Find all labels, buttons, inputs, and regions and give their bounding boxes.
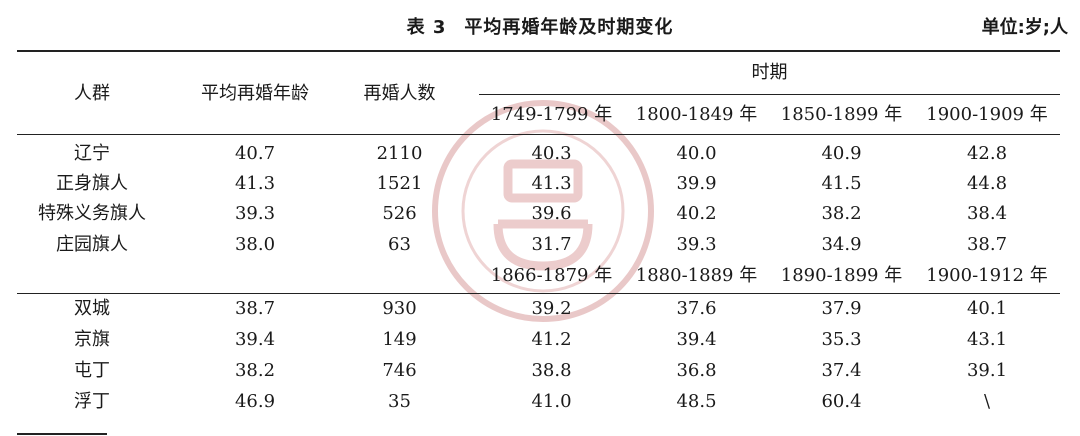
row-period-4: 40.1 (966, 298, 1008, 319)
header-period-a-1: 1749-1799 年 (490, 104, 613, 125)
row-count: 746 (382, 360, 417, 381)
row-group: 庄园旗人 (56, 234, 128, 255)
row-period-1: 40.3 (531, 143, 572, 164)
row-period-4: 38.4 (966, 203, 1008, 224)
row-period-2: 40.2 (676, 203, 717, 224)
row-avg-age: 39.3 (234, 203, 276, 224)
header-period-b-2: 1880-1889 年 (635, 265, 758, 286)
table-caption: 表 3 平均再婚年龄及时期变化 单位:岁;人 (0, 10, 1080, 42)
row-group: 浮丁 (74, 391, 110, 412)
row-period-3: 37.9 (821, 298, 862, 319)
row-group: 特殊义务旗人 (38, 203, 146, 224)
row-avg-age: 40.7 (234, 143, 276, 164)
row-period-4: 43.1 (966, 329, 1008, 350)
row-period-2: 39.3 (676, 234, 717, 255)
row-period-4: 38.7 (966, 234, 1008, 255)
row-period-1: 41.0 (531, 391, 572, 412)
row-avg-age: 38.0 (234, 234, 276, 255)
top-rule (17, 50, 1060, 52)
row-period-1: 31.7 (531, 234, 572, 255)
header-period: 时期 (751, 62, 788, 83)
row-group: 京旗 (74, 329, 110, 350)
header-group: 人群 (74, 83, 110, 104)
row-period-3: 35.3 (821, 329, 862, 350)
row-count: 1521 (376, 173, 423, 194)
row-period-2: 37.6 (676, 298, 717, 319)
row-period-4: 42.8 (966, 143, 1008, 164)
row-period-3: 41.5 (821, 173, 862, 194)
row-avg-age: 39.4 (234, 329, 276, 350)
row-period-1: 39.6 (531, 203, 572, 224)
row-period-1: 39.2 (531, 298, 572, 319)
row-period-3: 60.4 (821, 391, 862, 412)
section-rule (17, 293, 1060, 294)
row-group: 辽宁 (74, 143, 110, 164)
row-period-3: 38.2 (821, 203, 862, 224)
header-count: 再婚人数 (363, 83, 436, 104)
row-period-1: 41.3 (531, 173, 572, 194)
row-avg-age: 41.3 (234, 173, 276, 194)
row-period-3: 37.4 (821, 360, 862, 381)
row-period-4: 44.8 (966, 173, 1008, 194)
row-period-2: 48.5 (676, 391, 717, 412)
row-period-2: 36.8 (676, 360, 717, 381)
row-period-3: 40.9 (821, 143, 862, 164)
table-number: 表 3 (406, 17, 447, 38)
row-period-3: 34.9 (821, 234, 862, 255)
header-period-b-4: 1900-1912 年 (926, 265, 1048, 286)
header-period-b-3: 1890-1899 年 (780, 265, 903, 286)
row-period-2: 39.4 (676, 329, 717, 350)
row-group: 双城 (74, 298, 110, 319)
row-group: 屯丁 (74, 360, 110, 381)
period-header-rule (479, 94, 1060, 95)
header-period-a-2: 1800-1849 年 (635, 104, 758, 125)
header-period-a-3: 1850-1899 年 (780, 104, 903, 125)
row-group: 正身旗人 (56, 173, 128, 194)
row-period-4: 39.1 (966, 360, 1008, 381)
row-period-4: \ (983, 391, 991, 412)
row-period-2: 39.9 (676, 173, 717, 194)
header-period-a-4: 1900-1909 年 (926, 104, 1048, 125)
header-avg-age: 平均再婚年龄 (201, 83, 309, 104)
row-count: 149 (382, 329, 417, 350)
row-period-1: 38.8 (531, 360, 572, 381)
row-avg-age: 38.7 (234, 298, 276, 319)
row-count: 2110 (376, 143, 423, 164)
row-count: 35 (388, 391, 411, 412)
table-title: 表 3 平均再婚年龄及时期变化 (0, 13, 1080, 39)
table-unit: 单位:岁;人 (981, 17, 1068, 38)
row-count: 930 (382, 298, 417, 319)
header-period-b-1: 1866-1879 年 (490, 265, 613, 286)
header-bottom-rule (17, 134, 1060, 135)
row-period-1: 41.2 (531, 329, 572, 350)
row-count: 526 (382, 203, 417, 224)
row-count: 63 (388, 234, 411, 255)
table-title-text: 平均再婚年龄及时期变化 (464, 17, 674, 38)
bottom-rule (17, 433, 107, 435)
row-period-2: 40.0 (676, 143, 717, 164)
row-avg-age: 46.9 (234, 391, 276, 412)
row-avg-age: 38.2 (234, 360, 276, 381)
